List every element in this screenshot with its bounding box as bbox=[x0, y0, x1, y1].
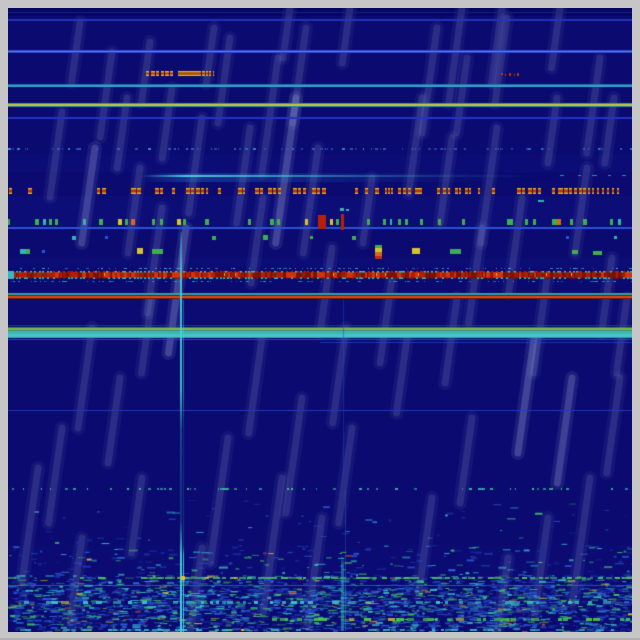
spectrogram-waterfall bbox=[8, 8, 632, 632]
